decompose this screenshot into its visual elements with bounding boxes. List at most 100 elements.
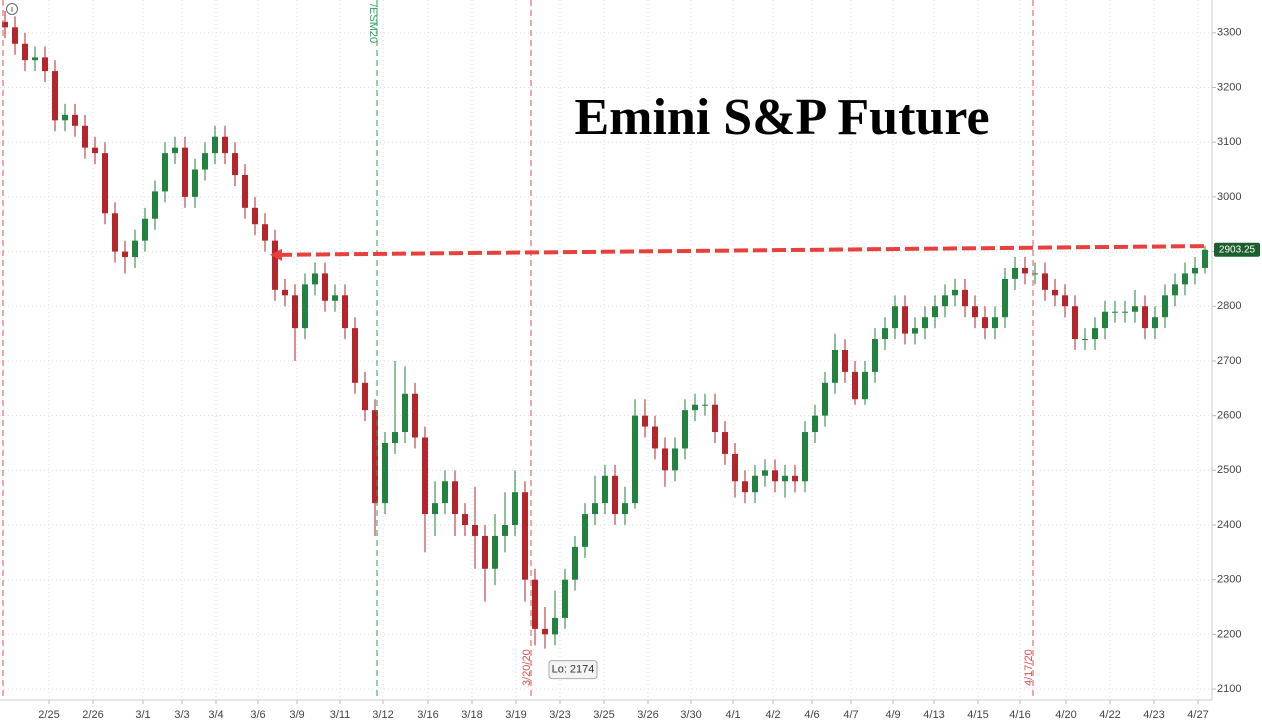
candle-body xyxy=(712,404,718,433)
candle-body xyxy=(612,475,618,515)
candle-body xyxy=(162,153,168,192)
candle-body xyxy=(22,43,28,61)
candle-body xyxy=(722,432,728,454)
candle-body xyxy=(872,339,878,372)
x-tick-label: 3/4 xyxy=(208,709,223,721)
candle-body xyxy=(1052,289,1058,296)
x-tick-label: 4/15 xyxy=(967,709,988,721)
candle-body xyxy=(792,475,798,482)
candle-body xyxy=(1142,306,1148,329)
x-tick-label: 3/19 xyxy=(505,709,526,721)
x-tick-label: 4/20 xyxy=(1055,709,1076,721)
candle-body xyxy=(1172,284,1178,296)
event-label: /ESM20 xyxy=(367,4,379,43)
x-tick-label: 4/27 xyxy=(1187,709,1208,721)
x-tick-label: 3/9 xyxy=(289,709,304,721)
candle-body xyxy=(52,71,58,121)
candle-body xyxy=(432,503,438,515)
candle-body xyxy=(322,273,328,301)
candle-body xyxy=(562,579,568,618)
x-tick-label: 2/25 xyxy=(38,709,59,721)
x-tick-label: 3/6 xyxy=(250,709,265,721)
candle-body xyxy=(272,240,278,290)
candle-body xyxy=(572,546,578,580)
y-tick-label: 2500 xyxy=(1217,464,1241,476)
candle-body xyxy=(332,295,338,301)
candle-body xyxy=(832,350,838,383)
candle-body xyxy=(142,218,148,241)
candle-body xyxy=(882,328,888,340)
candle-body xyxy=(72,114,78,126)
event-label: 4/17/20 xyxy=(1023,649,1035,686)
candle-body xyxy=(662,448,668,471)
candle-body xyxy=(912,328,918,334)
candle-body xyxy=(602,475,608,504)
candle-body xyxy=(492,535,498,569)
candle-body xyxy=(812,415,818,433)
candle-body xyxy=(402,393,408,433)
candle-body xyxy=(302,284,308,329)
candle-body xyxy=(252,207,258,225)
candle-body xyxy=(512,492,518,525)
candle-body xyxy=(212,136,218,154)
candle-body xyxy=(802,432,808,482)
candle-body xyxy=(762,470,768,476)
candle-body xyxy=(222,136,228,154)
candle-body xyxy=(1112,311,1118,313)
candle-body xyxy=(242,175,248,208)
candle-body xyxy=(1022,267,1028,274)
candle-body xyxy=(312,273,318,285)
candle-body xyxy=(892,306,898,329)
x-tick-label: 3/16 xyxy=(417,709,438,721)
x-tick-label: 2/26 xyxy=(82,709,103,721)
candle-body xyxy=(122,251,128,258)
x-tick-label: 4/6 xyxy=(804,709,819,721)
candle-body xyxy=(1162,295,1168,318)
candle-body xyxy=(62,114,68,121)
x-tick-label: 3/23 xyxy=(549,709,570,721)
candle-body xyxy=(1132,306,1138,312)
arrow-line xyxy=(277,244,1206,257)
candle-body xyxy=(952,289,958,296)
candle-body xyxy=(1082,339,1088,341)
arrow-head xyxy=(270,248,282,261)
x-tick-label: 3/25 xyxy=(593,709,614,721)
candle-body xyxy=(732,453,738,482)
low-callout xyxy=(548,660,598,680)
candle-body xyxy=(192,169,198,197)
x-tick-label: 4/9 xyxy=(885,709,900,721)
last-price-label: 2903.25 xyxy=(1219,244,1256,255)
candle-body xyxy=(472,525,478,536)
candle-body xyxy=(992,317,998,329)
candle-body xyxy=(1062,295,1068,307)
candle-body xyxy=(182,147,188,197)
candle-body xyxy=(112,213,118,252)
candle-body xyxy=(652,426,658,449)
candle-body xyxy=(1202,249,1208,268)
candle-body xyxy=(372,410,378,504)
x-tick-label: 4/23 xyxy=(1143,709,1164,721)
candle-body xyxy=(942,295,948,307)
candle-body xyxy=(1152,317,1158,329)
candle-body xyxy=(922,317,928,329)
candle-body xyxy=(632,415,638,504)
y-tick-label: 3300 xyxy=(1217,27,1241,39)
candle-body xyxy=(202,153,208,170)
candle-body xyxy=(1192,267,1198,274)
x-tick-label: 3/12 xyxy=(372,709,393,721)
candle-body xyxy=(782,475,788,482)
candle-body xyxy=(502,525,508,536)
candle-body xyxy=(822,382,828,416)
candle-body xyxy=(672,448,678,471)
candle-body xyxy=(392,432,398,443)
candle-body xyxy=(862,371,868,400)
candle-body xyxy=(902,306,908,334)
info-icon[interactable] xyxy=(6,3,18,15)
candle-body xyxy=(742,481,748,493)
candle-body xyxy=(642,415,648,427)
candle-body xyxy=(382,442,388,504)
candle-body xyxy=(462,514,468,525)
x-tick-label: 3/18 xyxy=(461,709,482,721)
y-tick-label: 2400 xyxy=(1217,519,1241,531)
